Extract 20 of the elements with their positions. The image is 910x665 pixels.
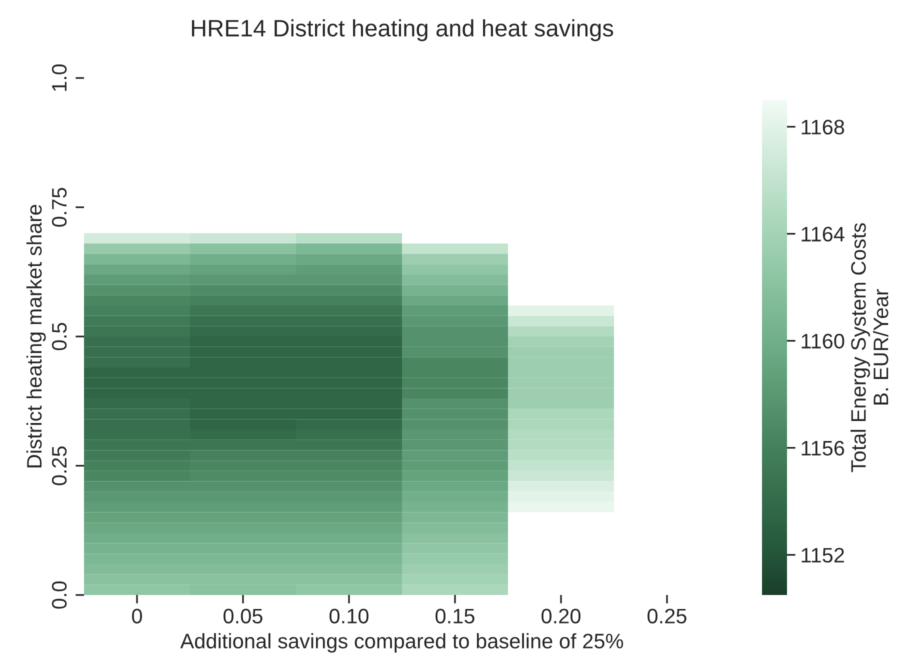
- color-bar-label: 1156: [802, 440, 844, 456]
- y-axis-title: District heating market share: [26, 204, 46, 468]
- color-bar-label: 1152: [802, 548, 844, 563]
- color-bar-label: 1164: [802, 226, 844, 242]
- color-bar-title: Total Energy System Costs B. EUR/Year: [850, 223, 888, 472]
- x-tick-label: 0.05: [224, 608, 262, 624]
- x-tick-label: 0.10: [330, 608, 368, 624]
- x-tick-label: 0.15: [436, 608, 474, 624]
- y-tick-label: 0.0: [52, 581, 67, 609]
- y-tick-label: 1.0: [52, 64, 67, 91]
- x-tick-label: 0: [132, 608, 142, 624]
- chart-title: HRE14 District heating and heat savings: [192, 19, 614, 42]
- x-tick-label: 0.20: [542, 608, 580, 624]
- color-bar-label: 1168: [802, 120, 844, 135]
- y-tick-label: 0.75: [52, 188, 67, 227]
- y-tick-label: 0.5: [52, 322, 67, 350]
- x-tick-label: 0.25: [648, 608, 686, 624]
- x-axis-title: Additional savings compared to baseline of 25%: [180, 633, 624, 653]
- color-bar-label: 1160: [802, 334, 844, 349]
- y-tick-label: 0.25: [52, 446, 67, 486]
